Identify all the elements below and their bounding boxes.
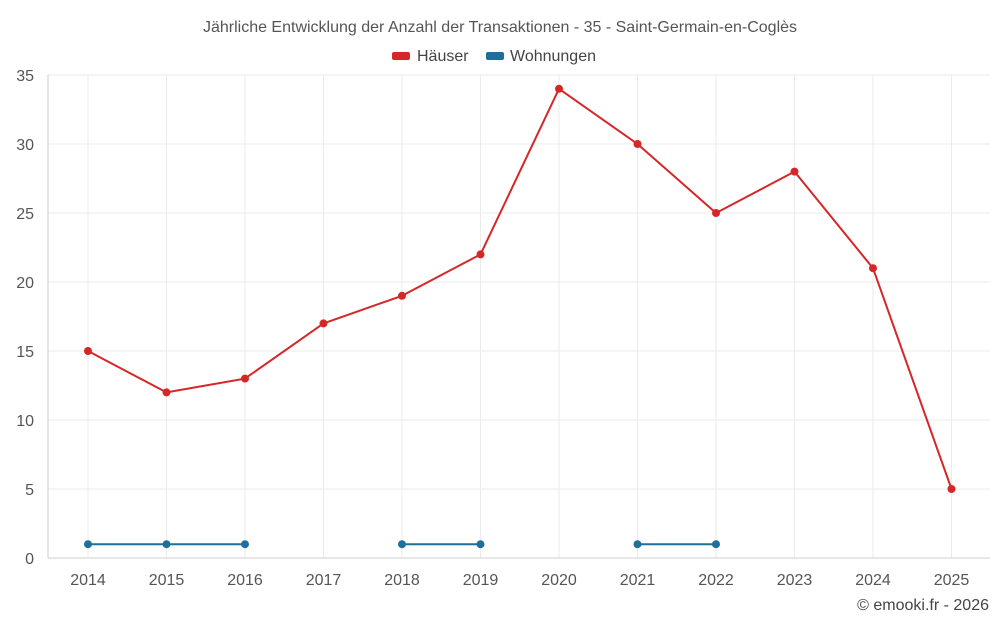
legend-swatch-haeuser [392,52,410,60]
data-point-0-2014[interactable] [84,347,92,355]
y-tick-label-30: 30 [16,137,34,154]
x-tick-label-2016: 2016 [227,572,263,589]
x-tick-label-2021: 2021 [620,572,656,589]
legend-swatch-wohnungen [486,52,504,60]
data-point-0-2015[interactable] [162,388,171,397]
data-point-0-2017[interactable] [319,319,328,328]
y-tick-label-35: 35 [16,68,34,85]
data-point-1-2022[interactable] [712,540,720,549]
x-tick-label-2014: 2014 [70,572,106,589]
data-point-1-2018[interactable] [398,540,406,549]
data-point-1-2019[interactable] [476,540,485,549]
data-point-1-2021[interactable] [633,540,642,549]
data-point-0-2025[interactable] [947,485,956,493]
data-point-0-2024[interactable] [869,264,877,273]
legend-label-wohnungen: Wohnungen [510,48,596,65]
grid [48,74,990,558]
data-point-0-2023[interactable] [790,167,799,176]
y-tick-label-5: 5 [25,482,34,499]
legend-label-haeuser: Häuser [417,48,469,65]
data-point-0-2020[interactable] [555,84,563,93]
x-tick-label-2024: 2024 [855,572,891,589]
series-0 [84,84,956,493]
y-tick-label-10: 10 [16,413,34,430]
series [84,84,956,549]
x-tick-label-2018: 2018 [384,572,420,589]
data-point-0-2016[interactable] [241,374,249,383]
x-tick-label-2023: 2023 [777,572,813,589]
x-tick-label-2017: 2017 [306,572,342,589]
data-point-0-2021[interactable] [633,140,642,148]
data-point-0-2022[interactable] [712,209,720,217]
y-tick-label-25: 25 [16,206,34,223]
y-tick-label-20: 20 [16,275,34,292]
data-point-1-2016[interactable] [241,540,249,549]
x-tick-label-2020: 2020 [541,572,577,589]
legend-item-haeuser[interactable]: Häuser [392,48,469,65]
data-point-1-2015[interactable] [162,540,171,549]
credit-text: © emooki.fr - 2026 [857,597,989,614]
series-1 [84,540,720,549]
y-tick-label-15: 15 [16,344,34,361]
data-point-1-2014[interactable] [84,540,92,549]
x-tick-label-2015: 2015 [149,572,185,589]
series-line-0-0 [87,87,953,490]
data-point-0-2019[interactable] [476,250,485,259]
x-tick-label-2022: 2022 [698,572,734,589]
x-tick-label-2019: 2019 [463,572,499,589]
legend[interactable]: Häuser Wohnungen [392,48,596,65]
chart-title: Jährliche Entwicklung der Anzahl der Tra… [203,19,797,36]
y-tick-label-0: 0 [25,551,34,568]
legend-item-wohnungen[interactable]: Wohnungen [486,48,596,65]
data-point-0-2018[interactable] [398,291,406,300]
x-tick-label-2025: 2025 [934,572,970,589]
